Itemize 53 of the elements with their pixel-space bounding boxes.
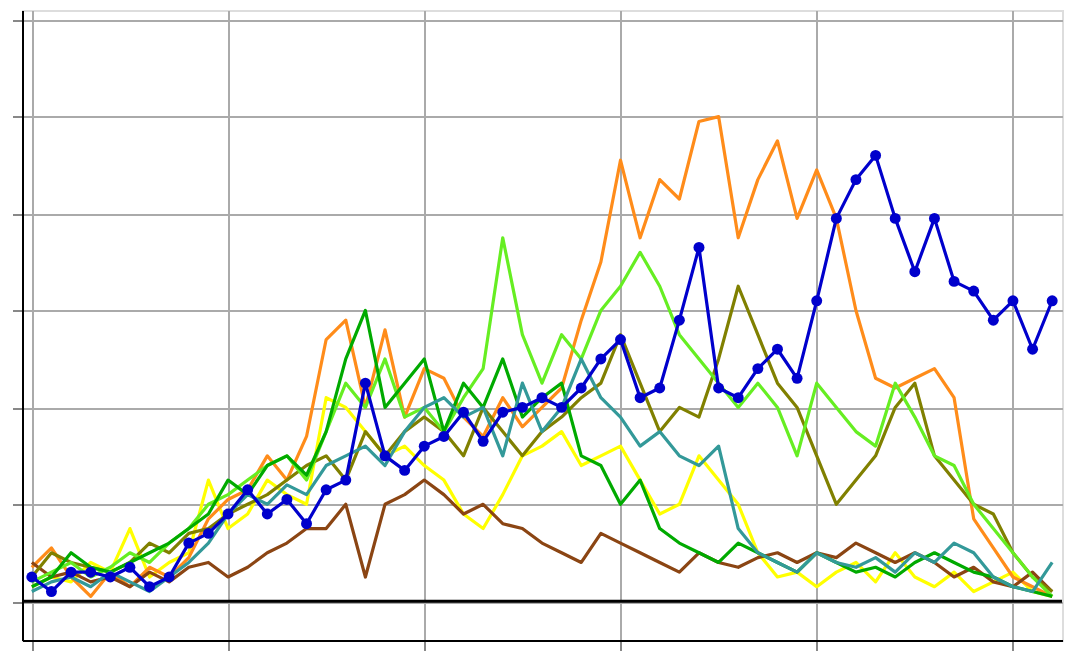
point bbox=[222, 508, 234, 520]
point bbox=[242, 484, 254, 496]
point bbox=[870, 149, 882, 161]
point bbox=[1027, 343, 1039, 355]
point bbox=[673, 314, 685, 326]
point bbox=[536, 392, 548, 404]
point bbox=[418, 440, 430, 452]
point bbox=[575, 382, 587, 394]
point bbox=[516, 401, 528, 413]
point bbox=[163, 571, 175, 583]
point bbox=[791, 372, 803, 384]
point bbox=[830, 212, 842, 224]
point bbox=[889, 212, 901, 224]
point bbox=[261, 508, 273, 520]
point bbox=[320, 484, 332, 496]
point bbox=[340, 474, 352, 486]
point bbox=[183, 537, 195, 549]
point bbox=[693, 241, 705, 253]
point bbox=[438, 430, 450, 442]
point bbox=[144, 581, 156, 593]
point bbox=[771, 343, 783, 355]
point bbox=[45, 586, 57, 598]
point bbox=[811, 295, 823, 307]
point bbox=[595, 353, 607, 365]
point bbox=[26, 571, 38, 583]
point bbox=[1046, 295, 1058, 307]
point bbox=[987, 314, 999, 326]
point bbox=[85, 566, 97, 578]
point bbox=[477, 435, 489, 447]
point bbox=[968, 285, 980, 297]
point bbox=[359, 377, 371, 389]
point bbox=[752, 363, 764, 375]
point bbox=[65, 566, 77, 578]
point bbox=[634, 392, 646, 404]
point bbox=[497, 406, 509, 418]
point bbox=[556, 401, 568, 413]
point bbox=[202, 527, 214, 539]
point bbox=[1007, 295, 1019, 307]
point bbox=[124, 561, 136, 573]
point bbox=[654, 382, 666, 394]
point bbox=[713, 382, 725, 394]
point bbox=[615, 334, 626, 346]
point bbox=[948, 275, 960, 287]
point bbox=[301, 518, 313, 530]
point bbox=[379, 450, 391, 462]
point bbox=[399, 464, 411, 476]
point bbox=[104, 571, 116, 583]
point bbox=[928, 212, 940, 224]
point bbox=[281, 493, 293, 505]
point bbox=[732, 392, 744, 404]
point bbox=[909, 266, 921, 278]
point bbox=[850, 174, 862, 186]
point bbox=[458, 406, 469, 418]
